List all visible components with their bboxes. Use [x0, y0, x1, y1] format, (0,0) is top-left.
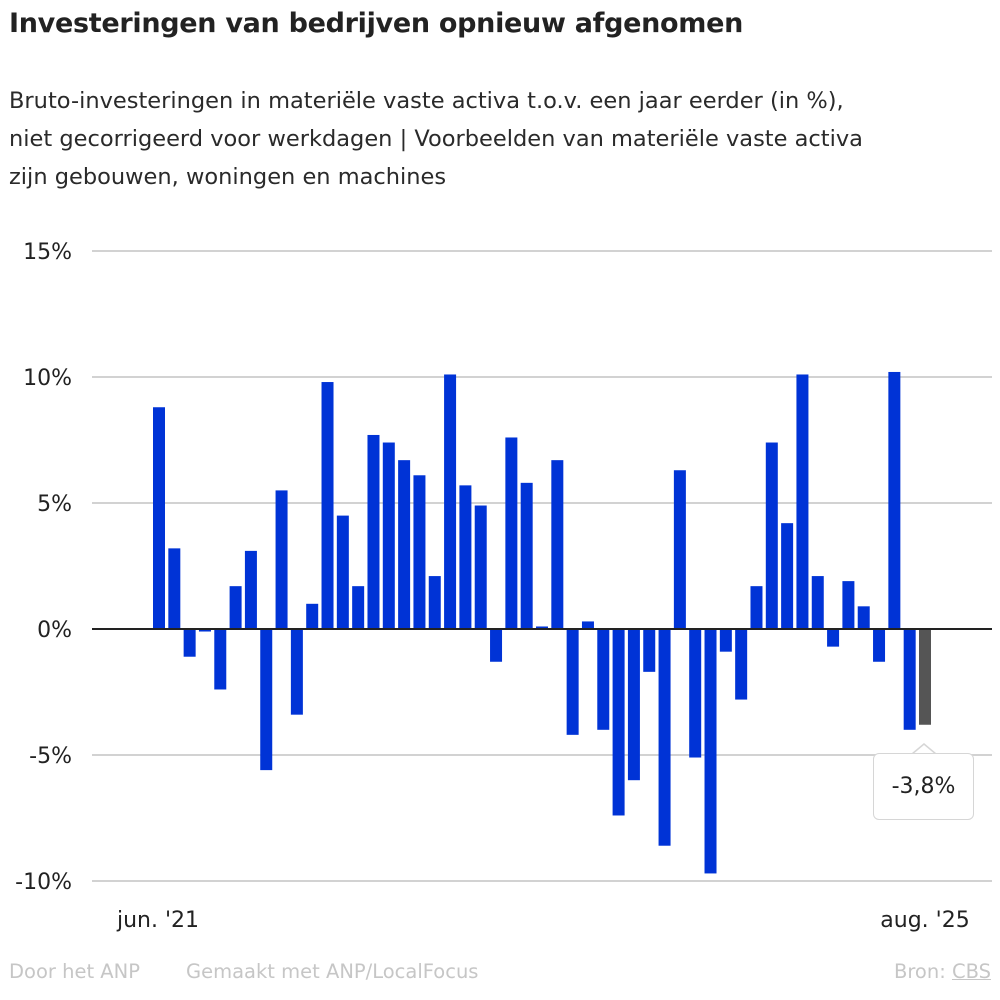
- subtitle-line: Bruto-investeringen in materiële vaste a…: [9, 88, 844, 114]
- bar[interactable]: 2022-04: 1: [306, 603, 319, 629]
- bar[interactable]: 2022-02: 5.5: [275, 490, 288, 629]
- bar[interactable]: 2024-02: -1.7: [643, 629, 656, 672]
- bar[interactable]: 2025-06: 10.2: [888, 371, 901, 629]
- bar[interactable]: 2023-07: 0.1: [536, 626, 548, 629]
- bar[interactable]: 2024-11: 4.2: [781, 523, 794, 629]
- subtitle-line: zijn gebouwen, woningen en machines: [9, 164, 447, 190]
- bar[interactable]: 2025-05: -1.3: [873, 629, 886, 662]
- x-tick-label: jun. '21: [116, 908, 199, 933]
- y-tick-label: 0%: [37, 618, 72, 643]
- bar[interactable]: 2021-12: 3.1: [244, 550, 257, 629]
- bar[interactable]: 2022-09: 7.4: [382, 442, 395, 629]
- footer-source: Bron: CBS: [894, 960, 991, 983]
- x-tick-label: aug. '25: [880, 908, 969, 933]
- subtitle-line: niet gecorrigeerd voor werkdagen | Voorb…: [9, 126, 863, 152]
- bar[interactable]: 2023-10: 0.3: [581, 621, 594, 629]
- bar[interactable]: 2025-07: -4: [903, 629, 916, 730]
- bar[interactable]: 2023-01: 10.1: [444, 374, 457, 629]
- bar[interactable]: 2021-09: -0.1: [198, 629, 211, 632]
- gridlines: [92, 250, 992, 882]
- bar[interactable]: 2025-02: -0.7: [827, 629, 840, 647]
- bar[interactable]: 2024-03: -8.6: [658, 629, 671, 846]
- bar[interactable]: 2024-10: 7.4: [765, 442, 778, 629]
- bar[interactable]: 2024-01: -6: [627, 629, 640, 781]
- bars: 2021-06: 8.82021-07: 3.22021-08: -1.1202…: [153, 371, 931, 874]
- bar[interactable]: 2023-06: 5.8: [520, 482, 533, 629]
- y-tick-label: 10%: [23, 366, 72, 391]
- bar[interactable]: 2022-06: 4.5: [336, 515, 349, 629]
- bar[interactable]: 2023-04: -1.3: [490, 629, 503, 662]
- bar[interactable]: 2025-01: 2.1: [811, 576, 824, 629]
- bar[interactable]: 2024-08: -2.8: [735, 629, 748, 700]
- bar[interactable]: 2022-10: 6.7: [398, 460, 411, 629]
- bar[interactable]: 2024-06: -9.7: [704, 629, 717, 874]
- x-axis-labels: jun. '21 aug. '25: [116, 908, 970, 933]
- bar[interactable]: 2024-04: 6.3: [673, 470, 686, 629]
- bar[interactable]: 2023-03: 4.9: [474, 505, 487, 629]
- bar[interactable]: 2021-06: 8.8: [153, 407, 165, 629]
- footer-author: Door het ANP: [9, 960, 140, 983]
- bar[interactable]: 2023-12: -7.4: [612, 629, 625, 816]
- value-tooltip: -3,8%: [873, 753, 974, 820]
- bar[interactable]: 2021-11: 1.7: [229, 586, 242, 629]
- bar[interactable]: 2023-08: 6.7: [551, 460, 564, 629]
- bar[interactable]: 2023-09: -4.2: [566, 629, 579, 735]
- bar[interactable]: 2022-05: 9.8: [321, 382, 334, 629]
- bar[interactable]: 2022-11: 6.1: [413, 475, 426, 629]
- chart-subtitle: Bruto-investeringen in materiële vaste a…: [9, 82, 999, 196]
- bar[interactable]: 2021-08: -1.1: [183, 629, 196, 657]
- bar[interactable]: 2024-09: 1.7: [750, 586, 763, 629]
- bar[interactable]: 2022-07: 1.7: [352, 586, 365, 629]
- bar[interactable]: 2023-02: 5.7: [459, 485, 472, 629]
- y-axis-labels: 15% 10% 5% 0% -5% -10%: [15, 240, 72, 895]
- bar[interactable]: 2024-07: -0.9: [719, 629, 732, 652]
- footer-made-with[interactable]: Gemaakt met ANP/LocalFocus: [186, 960, 478, 983]
- source-label: Bron:: [893, 960, 946, 983]
- bar[interactable]: 2024-12: 10.1: [796, 374, 809, 629]
- bar[interactable]: 2025-04: 0.9: [857, 606, 870, 629]
- bar[interactable]: 2025-03: 1.9: [842, 581, 855, 629]
- made-with-link[interactable]: Gemaakt met ANP/LocalFocus: [186, 960, 479, 983]
- bar-highlighted[interactable]: 2025-08: -3.8: [919, 629, 931, 725]
- source-link[interactable]: CBS: [951, 960, 991, 983]
- y-tick-label: -5%: [29, 744, 72, 769]
- bar[interactable]: 2022-03: -3.4: [290, 629, 303, 715]
- y-tick-label: -10%: [15, 870, 72, 895]
- tooltip-value: -3,8%: [891, 774, 956, 799]
- y-tick-label: 5%: [37, 492, 72, 517]
- chart-title: Investeringen van bedrijven opnieuw afge…: [9, 8, 744, 39]
- bar[interactable]: 2022-01: -5.6: [260, 629, 273, 771]
- bar[interactable]: 2022-08: 7.7: [367, 434, 380, 629]
- y-tick-label: 15%: [23, 240, 72, 265]
- bar[interactable]: 2021-07: 3.2: [168, 548, 181, 629]
- bar[interactable]: 2021-10: -2.4: [214, 629, 227, 690]
- bar[interactable]: 2023-11: -4: [597, 629, 610, 730]
- bar[interactable]: 2024-05: -5.1: [689, 629, 702, 758]
- bar[interactable]: 2022-12: 2.1: [428, 576, 441, 629]
- bar[interactable]: 2023-05: 7.6: [505, 437, 518, 629]
